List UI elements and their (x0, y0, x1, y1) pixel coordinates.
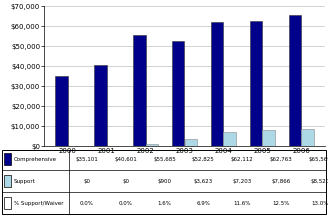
Text: $900: $900 (157, 179, 172, 184)
Text: $40,601: $40,601 (114, 157, 137, 162)
Bar (4, 153, 11, 165)
Bar (223, 132, 236, 146)
Text: $62,763: $62,763 (270, 157, 292, 162)
Text: $3,623: $3,623 (194, 179, 213, 184)
Text: 13.0%: 13.0% (311, 201, 328, 206)
Bar (4, 175, 11, 187)
Text: $0: $0 (122, 179, 129, 184)
Bar (133, 35, 146, 146)
Text: 0.0%: 0.0% (119, 201, 133, 206)
Bar (211, 22, 223, 146)
Text: $7,866: $7,866 (271, 179, 291, 184)
Text: % Support/Waiver: % Support/Waiver (14, 201, 64, 206)
Text: $35,101: $35,101 (75, 157, 98, 162)
Bar (250, 21, 262, 146)
Text: 1.6%: 1.6% (158, 201, 172, 206)
Text: 0.0%: 0.0% (80, 201, 94, 206)
Text: Comprehensive: Comprehensive (14, 157, 57, 162)
Text: 12.5%: 12.5% (272, 201, 290, 206)
Bar (172, 41, 184, 146)
Text: $55,685: $55,685 (153, 157, 176, 162)
Text: $52,825: $52,825 (192, 157, 215, 162)
Bar (55, 76, 68, 146)
Bar (146, 144, 158, 146)
Text: 6.9%: 6.9% (196, 201, 210, 206)
Text: $8,520: $8,520 (310, 179, 328, 184)
Text: $65,569: $65,569 (308, 157, 328, 162)
Text: $7,203: $7,203 (233, 179, 252, 184)
Bar (184, 139, 197, 146)
Text: Support: Support (14, 179, 36, 184)
Text: $62,112: $62,112 (231, 157, 254, 162)
Text: 11.6%: 11.6% (234, 201, 251, 206)
Bar (301, 129, 314, 146)
Bar (262, 131, 275, 146)
Bar (289, 15, 301, 146)
Bar (4, 197, 11, 209)
Bar (94, 65, 107, 146)
Text: $0: $0 (83, 179, 91, 184)
